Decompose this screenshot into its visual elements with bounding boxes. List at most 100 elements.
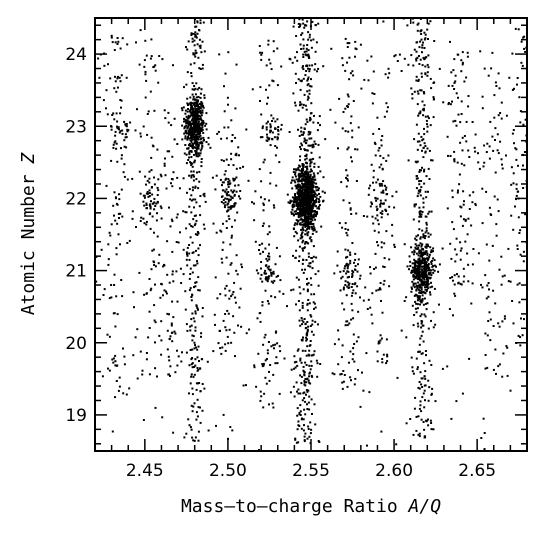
- data-point: [108, 335, 111, 338]
- data-point: [422, 91, 425, 93]
- data-point: [359, 405, 362, 408]
- data-point: [366, 215, 369, 218]
- data-point: [291, 208, 294, 211]
- data-point: [275, 184, 278, 187]
- data-point: [344, 228, 347, 230]
- data-point: [189, 96, 192, 99]
- data-point: [512, 182, 515, 185]
- data-point: [183, 126, 186, 129]
- data-point: [200, 114, 203, 117]
- data-point: [496, 133, 499, 136]
- data-point: [484, 367, 487, 370]
- data-point: [194, 104, 197, 107]
- data-point: [197, 231, 199, 234]
- data-point: [203, 195, 206, 198]
- data-point: [232, 291, 235, 293]
- data-point: [418, 215, 421, 218]
- data-point: [356, 148, 359, 151]
- data-point: [430, 263, 433, 265]
- data-point: [418, 63, 421, 65]
- data-point: [128, 239, 131, 242]
- data-point: [187, 125, 190, 128]
- data-point: [483, 432, 486, 434]
- data-point: [201, 409, 204, 412]
- data-point: [430, 250, 433, 253]
- data-point: [293, 355, 296, 358]
- data-point: [512, 172, 515, 175]
- data-point: [227, 178, 230, 180]
- data-point: [197, 382, 199, 385]
- data-point: [198, 117, 201, 120]
- data-point: [310, 220, 312, 223]
- data-point: [315, 199, 318, 202]
- data-point: [351, 292, 354, 294]
- data-point: [225, 177, 228, 180]
- data-point: [267, 120, 269, 123]
- data-point: [315, 182, 318, 185]
- data-point: [304, 207, 306, 210]
- data-point: [344, 37, 347, 40]
- data-point: [128, 387, 131, 390]
- data-point: [410, 271, 413, 274]
- data-point: [119, 243, 121, 246]
- data-point: [418, 258, 421, 261]
- data-point: [295, 381, 298, 384]
- data-point: [106, 333, 109, 336]
- data-point: [417, 22, 420, 25]
- data-point: [192, 122, 194, 125]
- data-point: [413, 314, 416, 316]
- data-point: [422, 41, 424, 44]
- data-point: [194, 146, 197, 149]
- data-point: [422, 340, 425, 343]
- data-point: [379, 334, 382, 337]
- data-point: [422, 267, 425, 270]
- data-point: [307, 401, 310, 404]
- data-point: [308, 381, 311, 384]
- data-point: [147, 195, 150, 198]
- data-point: [235, 63, 238, 66]
- data-point: [425, 175, 428, 178]
- data-point: [191, 357, 194, 359]
- data-point: [420, 245, 423, 248]
- data-point: [183, 152, 186, 155]
- data-point: [311, 354, 314, 357]
- data-point: [205, 112, 208, 115]
- data-point: [426, 252, 429, 255]
- data-point: [347, 95, 350, 98]
- data-point: [257, 352, 260, 355]
- data-point: [383, 257, 386, 260]
- data-point: [306, 175, 309, 178]
- data-point: [203, 227, 206, 230]
- data-point: [194, 129, 197, 132]
- data-point: [415, 311, 418, 314]
- data-point: [307, 231, 310, 234]
- data-point: [351, 283, 354, 285]
- data-point: [274, 331, 277, 334]
- data-point: [267, 255, 269, 258]
- data-point: [384, 73, 387, 76]
- data-point: [122, 392, 125, 395]
- data-point: [198, 289, 201, 292]
- data-point: [231, 293, 234, 296]
- data-point: [349, 208, 352, 211]
- data-point: [313, 174, 316, 177]
- data-point: [432, 428, 435, 431]
- data-point: [309, 162, 312, 165]
- data-point: [192, 115, 195, 118]
- data-point: [308, 175, 310, 178]
- data-point: [491, 135, 494, 138]
- data-point: [308, 89, 311, 92]
- data-point: [311, 207, 314, 210]
- data-point: [191, 40, 194, 43]
- data-point: [468, 208, 471, 210]
- data-point: [215, 424, 217, 427]
- data-point: [333, 373, 336, 376]
- data-point: [301, 208, 304, 211]
- data-point: [382, 265, 385, 268]
- data-point: [261, 280, 264, 283]
- data-point: [419, 371, 422, 374]
- data-point: [196, 171, 198, 174]
- data-point: [317, 121, 320, 124]
- data-point: [269, 123, 272, 126]
- data-point: [194, 149, 197, 152]
